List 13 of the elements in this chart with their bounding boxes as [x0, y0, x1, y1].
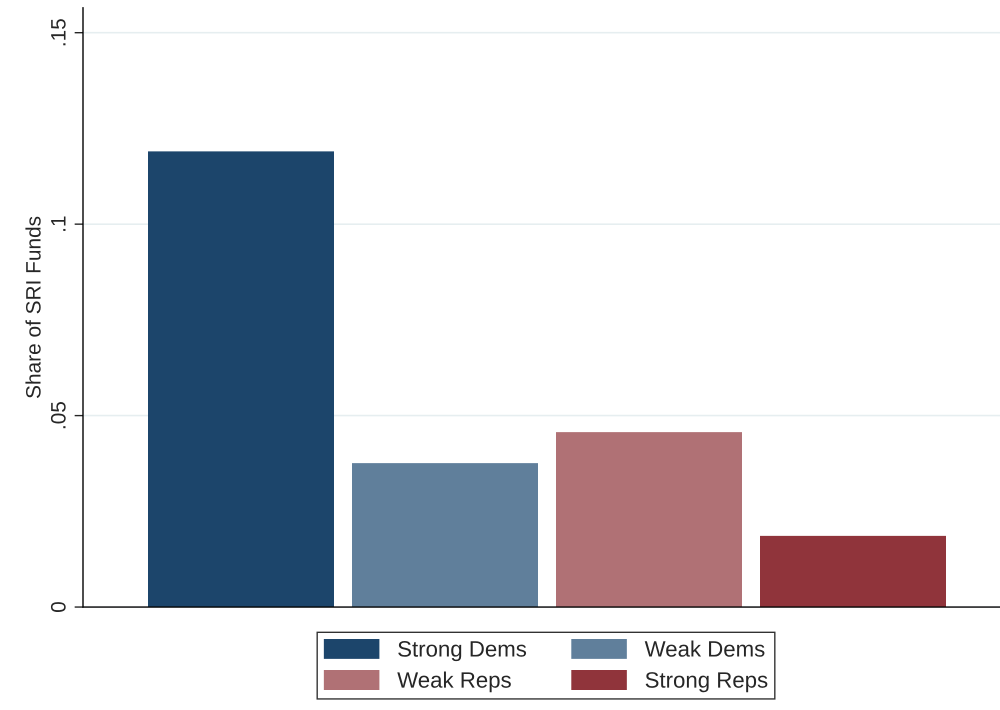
legend-label: Strong Dems [398, 641, 526, 662]
y-tick-label: .1 [51, 216, 66, 231]
bar [148, 151, 334, 608]
legend-label: Weak Dems [644, 640, 764, 657]
y-axis-title: Share of SRI Funds [25, 216, 41, 398]
bar [352, 463, 538, 608]
bar [760, 536, 946, 608]
y-tick-label: .15 [51, 19, 66, 46]
y-tick-label: .05 [50, 402, 66, 428]
bar [556, 432, 742, 608]
legend-label: Weak Reps [397, 672, 511, 692]
y-tick-label: 0 [50, 602, 66, 612]
legend-label: Strong Reps [646, 672, 768, 692]
